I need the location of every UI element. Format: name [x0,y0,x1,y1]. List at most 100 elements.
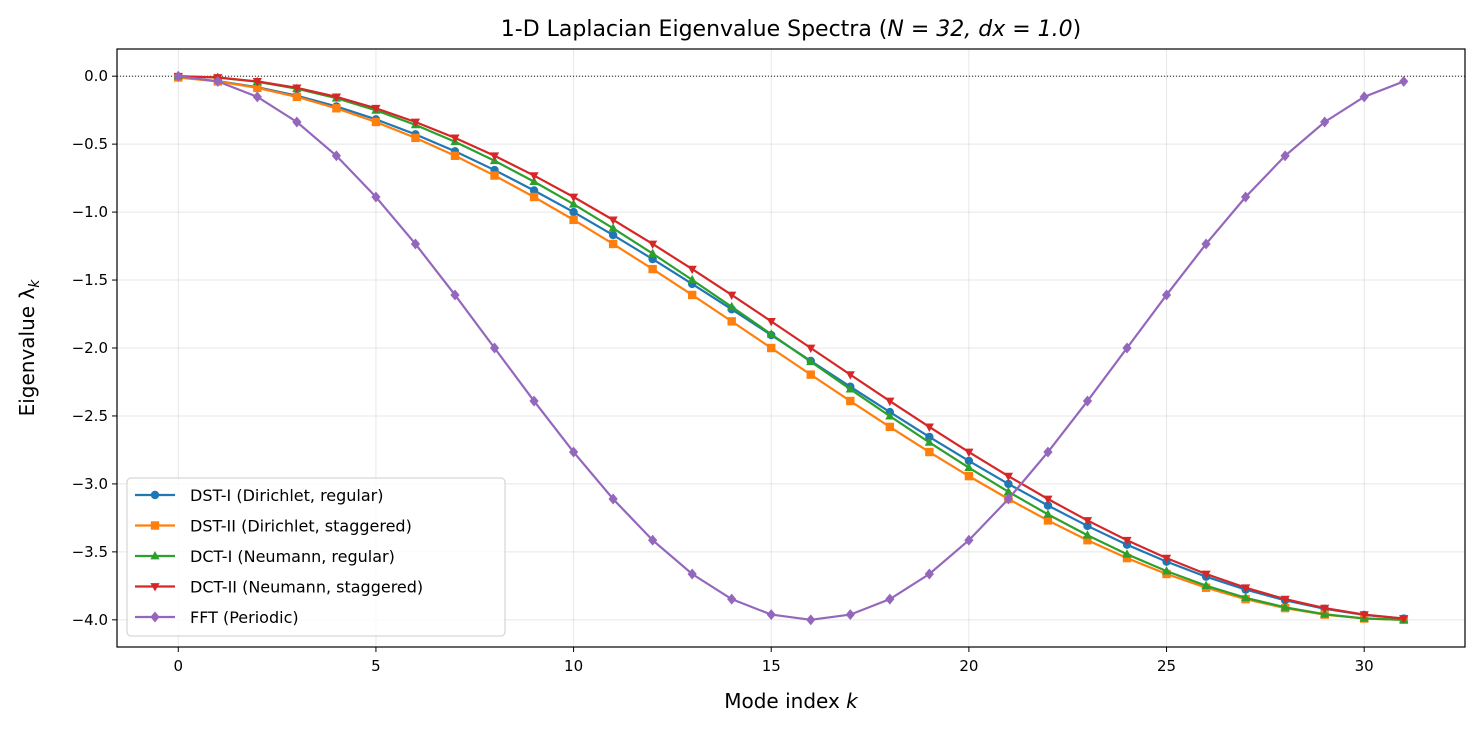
marker-square [371,117,381,127]
marker-triangle-up [806,356,816,366]
series-triangle-up [173,71,1409,624]
x-axis-label: Mode index k [724,689,859,713]
marker-triangle-down [331,93,342,102]
marker-triangle-up [568,199,579,208]
series-line [178,76,1404,621]
series-line [178,75,1404,620]
marker-diamond [292,116,302,128]
marker-triangle-down [845,371,855,380]
chart-title: 1-D Laplacian Eigenvalue Spectra (N = 32… [501,17,1081,42]
series-line [178,75,1405,621]
marker-triangle-down [450,134,460,143]
y-tick-label: −3.0 [72,475,108,493]
legend-entry: DCT-II (Neumann, staggered) [135,578,423,597]
legend-entry: DST-I (Dirichlet, regular) [135,486,384,505]
marker-triangle-down [150,583,160,592]
marker-square [1083,536,1092,545]
marker-square [925,447,934,457]
marker-diamond [924,568,934,580]
marker-diamond [1280,150,1290,162]
marker-triangle-down [489,152,500,161]
marker-triangle-up [845,384,855,393]
axes: 0 5 10 15 20 25 30 0.0 −0.5 −1.0 −1.5 −2.0 −2.5 −3.0 −… [72,48,1466,675]
marker-triangle-down [687,265,697,275]
y-tick-label: −2.0 [72,339,108,357]
marker-triangle-down [1240,584,1251,593]
marker-triangle-up [529,176,539,185]
marker-diamond [885,593,895,605]
marker-circle [925,432,934,442]
legend-label: FFT (Periodic) [190,608,299,627]
marker-triangle-up [1201,580,1211,590]
marker-circle [1004,479,1013,489]
marker-diamond [568,446,579,458]
marker-diamond [608,493,618,505]
x-label-variable: k [846,689,859,713]
marker-square [150,521,160,530]
marker-triangle-up [1320,609,1330,618]
marker-triangle-down [1320,604,1330,614]
marker-triangle-up [648,248,658,257]
marker-circle [1043,501,1053,510]
marker-square [964,471,974,481]
marker-diamond [150,611,160,623]
marker-triangle-down [1399,615,1409,624]
marker-diamond [1043,446,1053,458]
x-tick-label: 5 [371,657,381,675]
marker-triangle-up [1280,602,1290,611]
legend-label: DST-I (Dirichlet, regular) [190,486,384,505]
series-diamond [173,70,1409,626]
marker-square [529,192,539,202]
marker-circle [964,456,974,466]
marker-triangle-down [964,448,974,458]
x-tick-label: 25 [1157,657,1176,675]
marker-triangle-up [1240,592,1251,602]
legend-label: DST-II (Dirichlet, staggered) [190,517,412,536]
marker-square [806,370,815,379]
marker-triangle-down [806,344,816,354]
marker-triangle-down [1161,554,1172,564]
marker-square [648,264,657,274]
marker-circle [648,254,657,264]
legend-entry: DST-II (Dirichlet, staggered) [135,517,412,536]
marker-triangle-down [885,397,895,407]
marker-triangle-down [608,216,618,225]
legend-label: DCT-II (Neumann, staggered) [190,578,423,597]
marker-triangle-down [371,104,381,114]
marker-triangle-down [1201,570,1211,580]
y-tick-label: 0.0 [84,67,108,85]
marker-square [1043,516,1053,525]
marker-triangle-down [924,423,934,432]
marker-diamond [1161,289,1172,301]
marker-triangle-up [727,301,737,311]
marker-triangle-up [1043,509,1053,518]
x-tick-label: 0 [173,657,183,675]
marker-diamond [1399,75,1409,87]
x-tick-label: 10 [564,657,583,675]
marker-triangle-up [608,223,618,232]
y-tick-label: −4.0 [72,611,108,629]
marker-diamond [371,191,381,203]
marker-square [490,171,499,180]
marker-square [411,133,420,143]
legend-box [126,477,506,637]
marker-triangle-down [410,118,421,128]
marker-diamond [173,70,183,82]
marker-triangle-up [885,411,895,420]
y-label-subscript: k [27,279,43,288]
x-tick-label: 20 [959,657,978,675]
marker-circle [529,186,539,195]
marker-triangle-up [1122,549,1132,558]
legend: DST-I (Dirichlet, regular) DST-II (Dirich… [126,477,506,637]
marker-square [569,215,578,225]
marker-diamond [410,238,421,250]
marker-square [687,290,697,300]
marker-diamond [1320,116,1330,128]
marker-diamond [806,614,816,626]
marker-triangle-down [1082,517,1093,526]
legend-entry: DCT-I (Neumann, regular) [135,547,395,566]
marker-diamond [648,534,658,546]
y-tick-label: −3.5 [72,543,108,561]
marker-triangle-up [924,437,934,446]
marker-triangle-down [1280,595,1290,605]
